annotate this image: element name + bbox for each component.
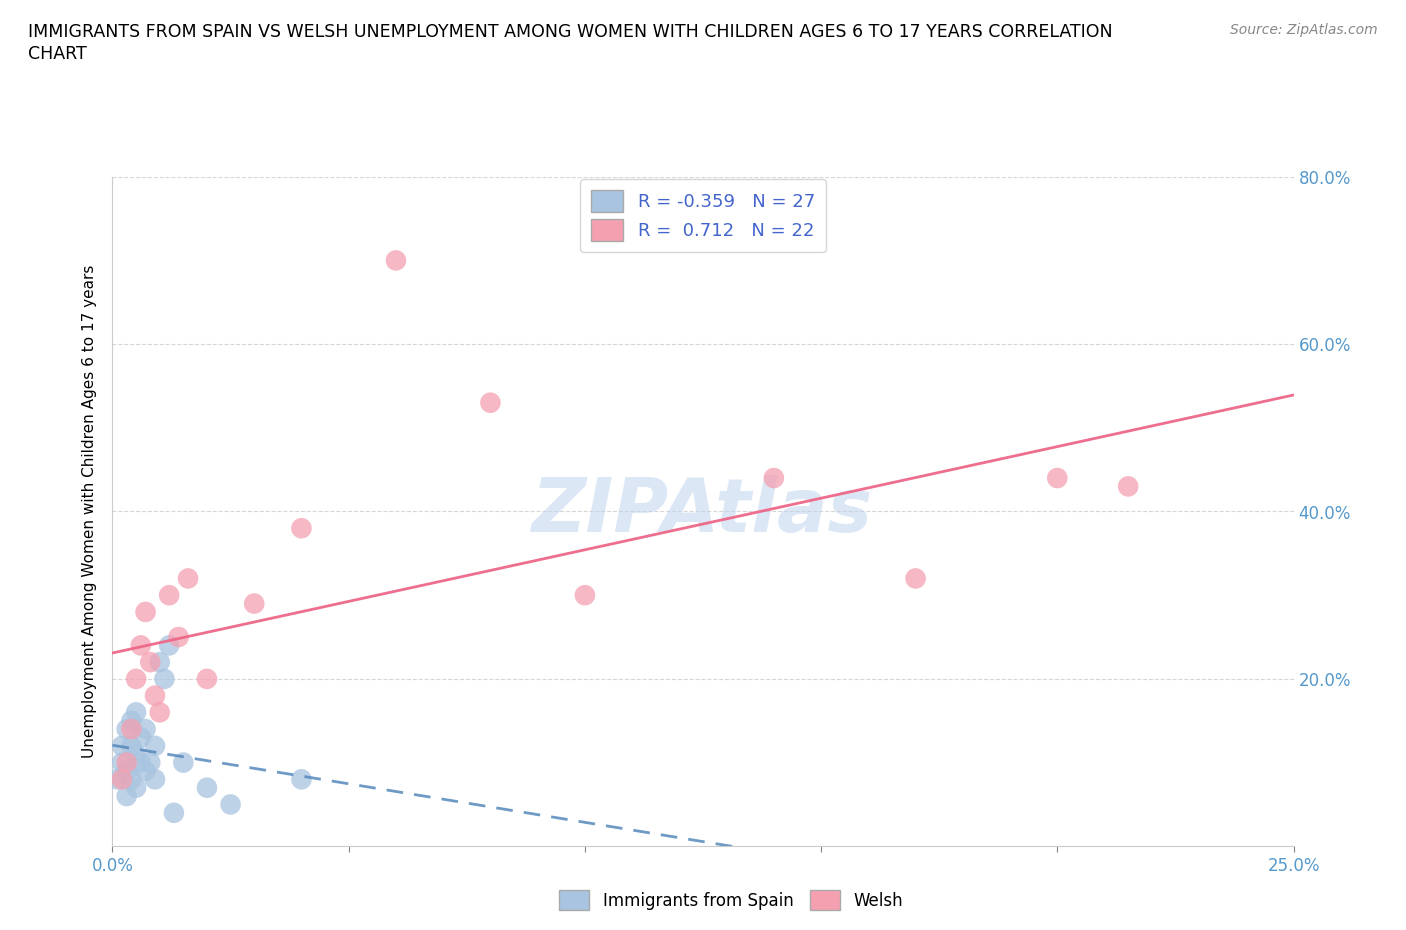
Point bbox=[157, 588, 180, 603]
Point bbox=[143, 738, 166, 753]
Point bbox=[143, 688, 166, 703]
Point bbox=[385, 253, 408, 268]
Point bbox=[111, 772, 134, 787]
Point bbox=[479, 395, 502, 410]
Point bbox=[163, 805, 186, 820]
Point bbox=[290, 772, 312, 787]
Point bbox=[125, 780, 148, 795]
Point bbox=[243, 596, 266, 611]
Point bbox=[111, 738, 134, 753]
Point bbox=[762, 471, 785, 485]
Point bbox=[157, 638, 180, 653]
Text: ZIPAtlas: ZIPAtlas bbox=[533, 475, 873, 548]
Point bbox=[149, 655, 172, 670]
Point bbox=[167, 630, 190, 644]
Point bbox=[1046, 471, 1069, 485]
Point bbox=[177, 571, 200, 586]
Point bbox=[120, 713, 142, 728]
Point bbox=[129, 730, 152, 745]
Point bbox=[115, 722, 138, 737]
Point bbox=[195, 780, 218, 795]
Point bbox=[115, 789, 138, 804]
Point bbox=[153, 671, 176, 686]
Point bbox=[129, 638, 152, 653]
Point bbox=[574, 588, 596, 603]
Point bbox=[195, 671, 218, 686]
Point bbox=[120, 738, 142, 753]
Legend: R = -0.359   N = 27, R =  0.712   N = 22: R = -0.359 N = 27, R = 0.712 N = 22 bbox=[581, 179, 825, 252]
Point bbox=[135, 722, 157, 737]
Point bbox=[125, 671, 148, 686]
Point bbox=[125, 705, 148, 720]
Point bbox=[139, 755, 162, 770]
Legend: Immigrants from Spain, Welsh: Immigrants from Spain, Welsh bbox=[553, 884, 910, 917]
Y-axis label: Unemployment Among Women with Children Ages 6 to 17 years: Unemployment Among Women with Children A… bbox=[82, 265, 97, 758]
Point bbox=[115, 764, 138, 778]
Point bbox=[120, 772, 142, 787]
Point bbox=[125, 747, 148, 762]
Text: IMMIGRANTS FROM SPAIN VS WELSH UNEMPLOYMENT AMONG WOMEN WITH CHILDREN AGES 6 TO : IMMIGRANTS FROM SPAIN VS WELSH UNEMPLOYM… bbox=[28, 23, 1112, 41]
Point bbox=[111, 755, 134, 770]
Text: CHART: CHART bbox=[28, 45, 87, 62]
Point bbox=[219, 797, 242, 812]
Point bbox=[135, 764, 157, 778]
Point bbox=[904, 571, 927, 586]
Text: Source: ZipAtlas.com: Source: ZipAtlas.com bbox=[1230, 23, 1378, 37]
Point bbox=[1116, 479, 1139, 494]
Point bbox=[135, 604, 157, 619]
Point bbox=[115, 755, 138, 770]
Point bbox=[172, 755, 194, 770]
Point bbox=[129, 755, 152, 770]
Point bbox=[290, 521, 312, 536]
Point bbox=[105, 772, 128, 787]
Point bbox=[120, 722, 142, 737]
Point bbox=[139, 655, 162, 670]
Point bbox=[149, 705, 172, 720]
Point bbox=[143, 772, 166, 787]
